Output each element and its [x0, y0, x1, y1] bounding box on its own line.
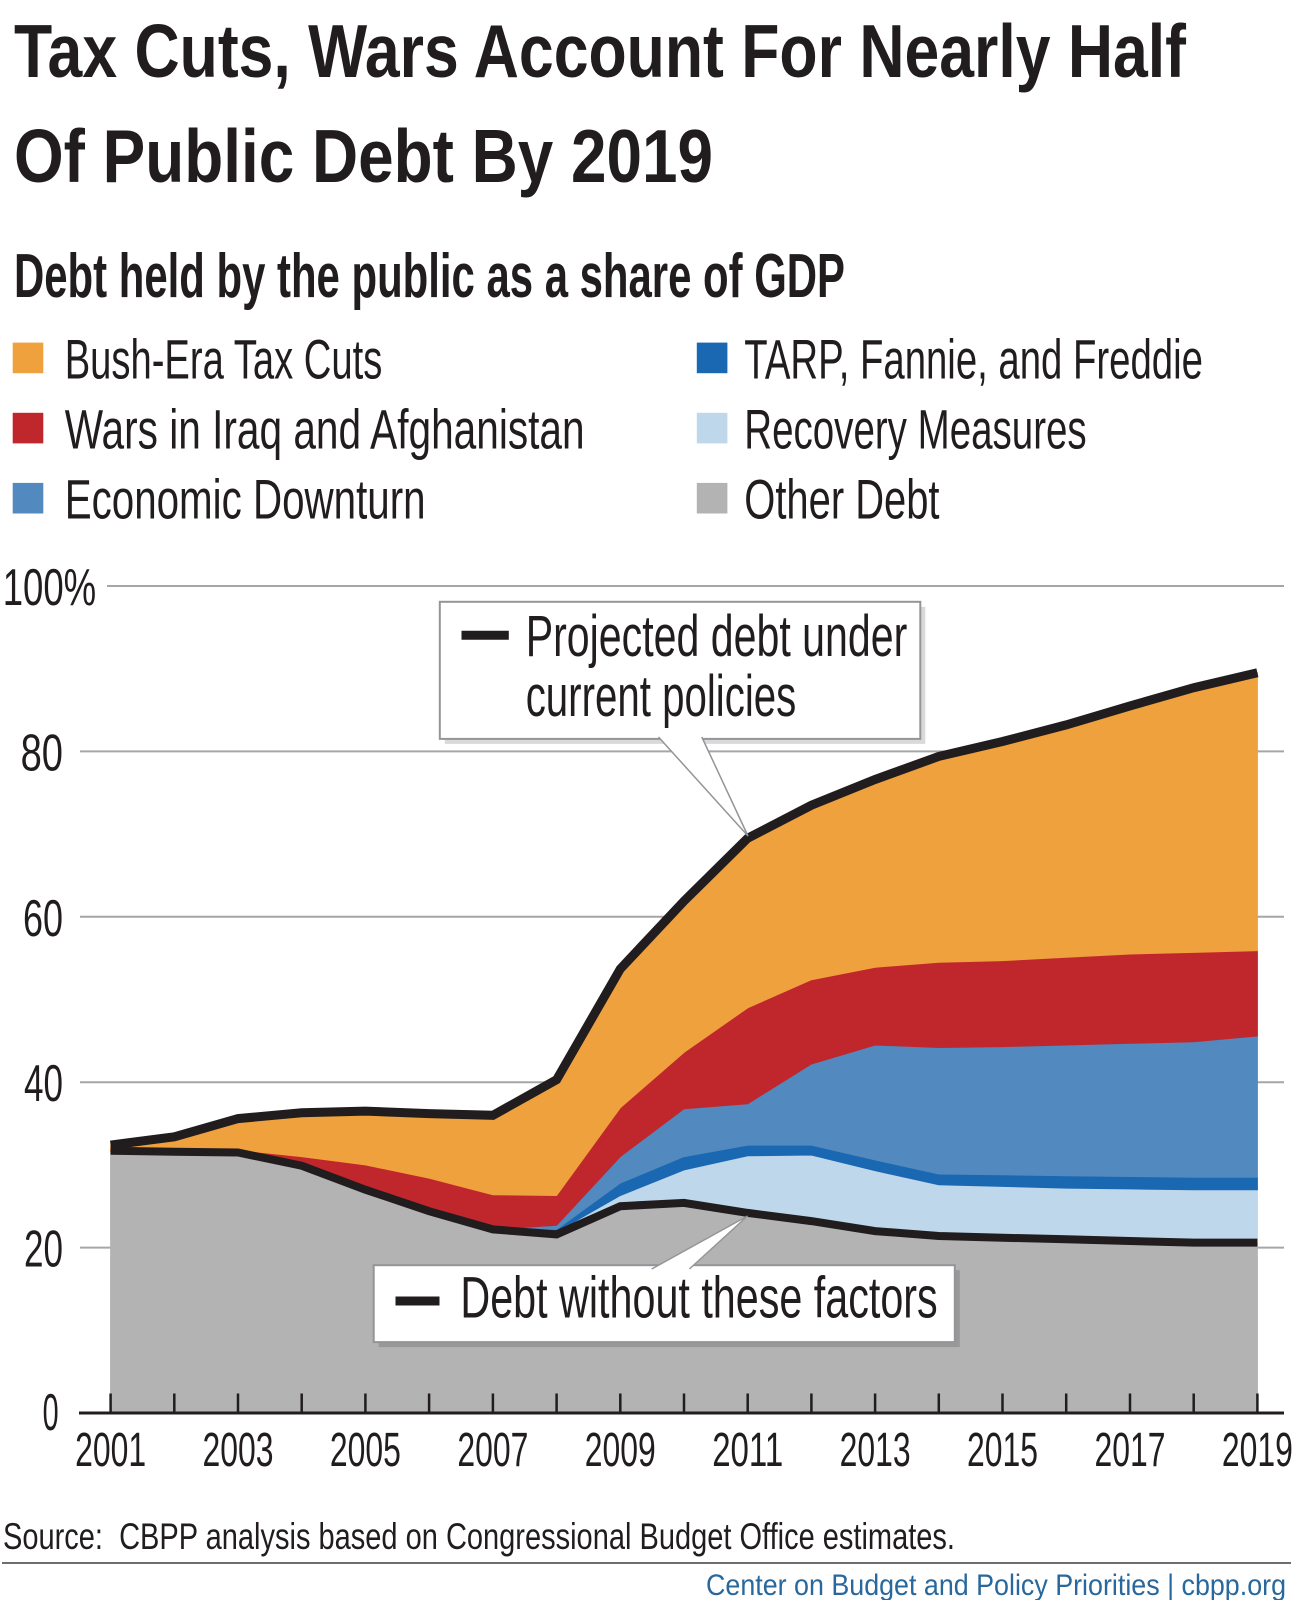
svg-text:2007: 2007	[457, 1424, 528, 1477]
svg-text:2015: 2015	[967, 1424, 1038, 1477]
svg-text:Wars in Iraq and Afghanistan: Wars in Iraq and Afghanistan	[65, 398, 585, 461]
svg-text:Tax Cuts, Wars Account For Nea: Tax Cuts, Wars Account For Nearly Half	[14, 9, 1187, 93]
svg-text:Debt held by the public as a s: Debt held by the public as a share of GD…	[14, 242, 845, 311]
svg-text:current policies: current policies	[526, 664, 797, 729]
svg-text:Source: CBPP analysis based o: Source: CBPP analysis based on Congressi…	[3, 1516, 955, 1557]
svg-text:TARP, Fannie, and Freddie: TARP, Fannie, and Freddie	[744, 327, 1203, 390]
svg-text:Projected debt under: Projected debt under	[526, 604, 908, 669]
svg-text:20: 20	[24, 1221, 63, 1279]
svg-text:Recovery Measures: Recovery Measures	[744, 398, 1086, 461]
svg-text:Economic Downturn: Economic Downturn	[65, 468, 426, 531]
svg-text:2009: 2009	[585, 1424, 656, 1477]
svg-text:Other Debt: Other Debt	[744, 468, 940, 531]
svg-text:80: 80	[21, 724, 63, 782]
svg-text:0: 0	[43, 1384, 59, 1442]
svg-text:60: 60	[23, 890, 63, 948]
svg-text:Center on Budget and Policy Pr: Center on Budget and Policy Priorities |…	[706, 1569, 1286, 1600]
svg-text:2003: 2003	[203, 1424, 274, 1477]
svg-text:Bush-Era Tax Cuts: Bush-Era Tax Cuts	[65, 327, 383, 390]
svg-text:2019: 2019	[1222, 1424, 1293, 1477]
svg-text:2001: 2001	[75, 1424, 146, 1477]
svg-text:2013: 2013	[840, 1424, 911, 1477]
svg-text:Debt without these factors: Debt without these factors	[460, 1266, 937, 1331]
svg-text:2011: 2011	[712, 1424, 783, 1477]
svg-text:2005: 2005	[330, 1424, 401, 1477]
svg-text:2017: 2017	[1095, 1424, 1166, 1477]
svg-text:40: 40	[24, 1055, 63, 1113]
svg-text:100%: 100%	[3, 559, 97, 617]
svg-text:Of Public Debt By 2019: Of Public Debt By 2019	[14, 114, 713, 198]
